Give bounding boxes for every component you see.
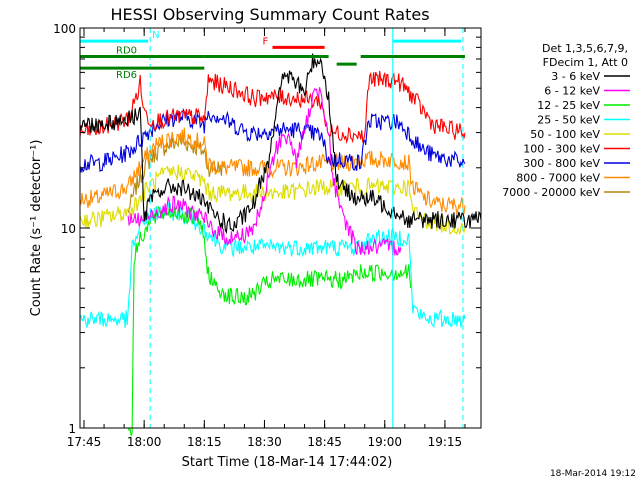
chart-title: HESSI Observing Summary Count Rates [110, 5, 429, 24]
x-tick-label-6: 19:00 [367, 435, 402, 449]
legend-label-8: 800 - 7000 keV [516, 172, 600, 185]
y-tick-label-1: 1 [68, 422, 76, 436]
flag-label-3: RD0 [116, 46, 137, 57]
series-line-3 [127, 205, 412, 437]
series-line-1 [79, 53, 482, 235]
plot-date-footer: 18-Mar-2014 19:12 [550, 469, 636, 479]
legend-header-2: FDecim 1, Att 0 [543, 56, 628, 69]
series-line-5 [79, 164, 466, 236]
y-axis-label: Count Rate (s⁻¹ detector⁻¹) [29, 140, 44, 317]
legend-header-1: Det 1,3,5,6,7,9, [542, 42, 628, 55]
legend-label-3: 12 - 25 keV [537, 99, 600, 112]
legend-label-2: 6 - 12 keV [544, 85, 600, 98]
axes: 17:45 18:00 18:15 18:30 18:45 19:00 19:15 1 10 10… [53, 22, 482, 449]
legend-label-5: 50 - 100 keV [530, 128, 600, 141]
legend-label-7: 300 - 800 keV [523, 157, 600, 170]
legend: Det 1,3,5,6,7,9,FDecim 1, Att 03 - 6 keV… [502, 42, 630, 199]
flag-label-4: RD6 [116, 70, 137, 81]
series-line-7 [79, 107, 466, 173]
legend-label-1: 3 - 6 keV [551, 70, 600, 83]
series-line-6 [79, 70, 466, 145]
x-tick-label-7: 19:15 [428, 435, 463, 449]
legend-label-9: 7000 - 20000 keV [502, 186, 600, 199]
x-tick-label-4: 18:30 [247, 435, 282, 449]
y-tick-label-3: 100 [53, 22, 76, 36]
legend-label-6: 100 - 300 keV [523, 143, 600, 156]
x-tick-label-5: 18:45 [307, 435, 342, 449]
x-axis-label: Start Time (18-Mar-14 17:44:02) [182, 455, 393, 470]
x-tick-label-1: 17:45 [67, 435, 102, 449]
plot-area: N RD0 RD6 F [79, 28, 482, 437]
series-line-2 [127, 87, 402, 256]
x-tick-label-3: 18:15 [187, 435, 222, 449]
y-tick-label-2: 10 [61, 222, 76, 236]
x-tick-label-2: 18:00 [127, 435, 162, 449]
legend-label-4: 25 - 50 keV [537, 114, 600, 127]
flag-label-8: F [262, 36, 268, 47]
series-line-4 [79, 201, 466, 329]
flag-label-1: N [152, 30, 159, 41]
series-line-8 [79, 127, 466, 215]
